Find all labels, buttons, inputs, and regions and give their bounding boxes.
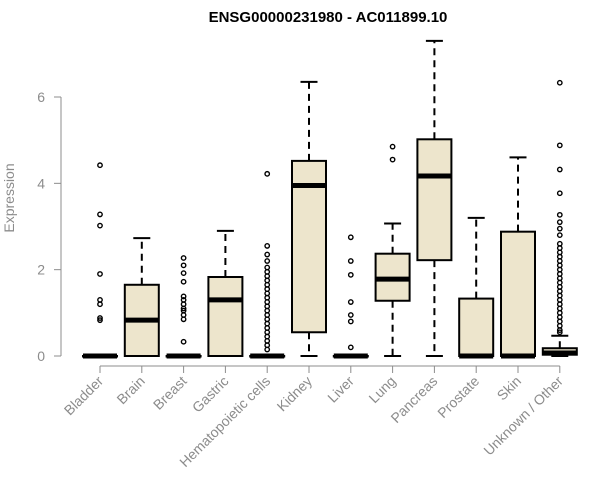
outlier-point (556, 211, 563, 218)
box-breast (165, 255, 202, 359)
outlier-point (180, 278, 187, 285)
y-tick-label: 0 (37, 348, 45, 364)
outlier-point (97, 271, 103, 277)
outlier-point (97, 315, 103, 321)
box-brain (123, 237, 160, 357)
box-kidney (291, 80, 327, 357)
x-tick-label: Lung (365, 373, 398, 406)
x-tick-label: Brain (113, 373, 147, 407)
box-iqr (458, 297, 495, 358)
outlier-point (97, 222, 103, 229)
outlier-point (389, 143, 396, 150)
outlier-point (264, 243, 271, 249)
box-prostate (458, 216, 495, 359)
box-iqr (416, 138, 453, 262)
outlier-point (180, 255, 187, 261)
outlier-point (347, 344, 354, 351)
y-tick-label: 2 (37, 262, 45, 278)
x-tick-label: Unknown / Other (480, 373, 566, 459)
box-iqr (500, 230, 536, 357)
y-axis: 0 2 4 6 (37, 89, 62, 364)
y-axis-label: Expression (1, 163, 17, 232)
outlier-point (97, 317, 103, 324)
outlier-point (180, 316, 187, 323)
outlier-point (389, 156, 396, 163)
outlier-point (97, 162, 103, 169)
box-gastric (207, 229, 244, 358)
box-group (82, 39, 578, 359)
box-unknown-other (541, 79, 578, 357)
outlier-point (97, 301, 103, 308)
outlier-point (180, 293, 187, 300)
outlier-point (556, 166, 563, 173)
outlier-point (264, 251, 271, 258)
outlier-point (264, 346, 271, 353)
outlier-point (556, 225, 563, 232)
outlier-point (264, 258, 271, 264)
outlier-point (556, 219, 563, 226)
outlier-point (556, 327, 563, 333)
box-iqr (291, 159, 327, 334)
outlier-point (180, 262, 187, 269)
outlier-point (347, 299, 354, 305)
outlier-point (556, 142, 563, 149)
box-iqr (207, 276, 244, 358)
x-tick-label: Breast (150, 373, 190, 413)
outlier-point (556, 79, 563, 86)
outlier-point (264, 170, 271, 177)
outlier-point (180, 305, 187, 312)
chart-title: ENSG00000231980 - AC011899.10 (209, 9, 448, 26)
outlier-point (347, 234, 354, 241)
y-tick-label: 4 (37, 175, 45, 191)
outlier-point (556, 190, 563, 197)
outlier-point (347, 318, 354, 325)
outlier-point (556, 329, 563, 336)
outlier-point (180, 338, 187, 345)
outlier-point (347, 312, 354, 318)
box-pancreas (416, 39, 453, 357)
x-tick-label: Liver (324, 373, 357, 406)
box-lung (374, 143, 411, 357)
x-tick-label: Kidney (274, 373, 316, 415)
outlier-point (347, 258, 354, 264)
outlier-point (347, 271, 354, 278)
outlier-point (556, 232, 563, 239)
box-liver (332, 234, 369, 359)
y-tick-label: 6 (37, 89, 45, 105)
outlier-point (180, 270, 187, 277)
box-skin (500, 156, 536, 359)
box-hematopoietic-cells (249, 170, 286, 359)
x-tick-label: Prostate (434, 373, 482, 421)
x-tick-label: Skin (494, 373, 525, 404)
outlier-point (97, 211, 103, 218)
x-tick-label: Bladder (61, 373, 107, 419)
box-bladder (82, 162, 118, 359)
